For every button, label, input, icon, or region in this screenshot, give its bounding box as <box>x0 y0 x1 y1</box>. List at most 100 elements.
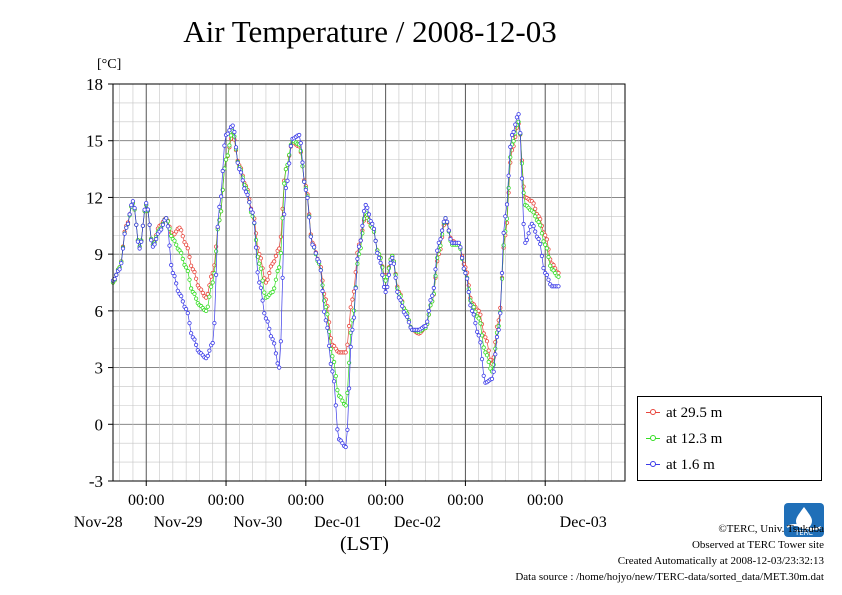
data-point <box>543 233 548 238</box>
data-point <box>214 249 219 254</box>
data-point <box>184 242 189 247</box>
data-point <box>205 304 210 309</box>
data-point <box>127 212 132 217</box>
data-point <box>278 339 283 344</box>
data-point <box>493 352 498 357</box>
data-point <box>273 351 278 356</box>
data-point <box>390 255 395 260</box>
data-point <box>471 312 476 317</box>
data-point <box>285 178 290 183</box>
data-point <box>378 260 383 265</box>
data-point <box>209 284 214 289</box>
data-point <box>393 275 398 280</box>
data-point <box>476 333 481 338</box>
data-point <box>172 238 177 243</box>
credit-source: Data source : /home/hojyo/new/TERC-data/… <box>515 571 824 583</box>
data-point <box>386 272 391 277</box>
data-point <box>353 286 358 291</box>
data-point <box>405 314 410 319</box>
data-point <box>159 227 164 232</box>
data-point <box>325 325 330 330</box>
data-point <box>519 161 525 166</box>
data-point <box>321 309 327 314</box>
data-point <box>160 222 165 227</box>
data-point <box>223 157 229 162</box>
data-point <box>508 144 513 149</box>
data-point <box>217 204 222 209</box>
data-point <box>270 289 275 295</box>
x-tick-time-label: 00:00 <box>128 492 164 509</box>
data-point <box>536 236 541 242</box>
data-point <box>430 293 435 298</box>
data-point <box>192 337 197 342</box>
data-point <box>381 284 387 290</box>
data-point <box>503 214 508 219</box>
data-point <box>263 316 268 321</box>
data-point <box>288 143 293 149</box>
data-point <box>435 248 440 253</box>
data-point <box>300 160 305 165</box>
series-29m <box>110 121 561 366</box>
data-point <box>235 160 240 165</box>
data-point <box>210 340 215 346</box>
data-point <box>320 283 325 288</box>
data-point <box>471 304 476 310</box>
data-point <box>273 253 278 259</box>
data-point <box>350 297 355 302</box>
data-point <box>237 167 242 172</box>
data-point <box>297 132 302 138</box>
data-point <box>298 141 303 146</box>
data-point <box>385 284 390 290</box>
data-point <box>428 298 433 303</box>
data-point <box>518 131 523 136</box>
data-point <box>325 312 330 317</box>
data-point <box>204 308 209 313</box>
data-point <box>348 344 353 349</box>
data-point <box>122 231 127 236</box>
data-point <box>220 168 225 174</box>
data-point <box>546 254 551 260</box>
data-point <box>330 369 335 374</box>
data-point <box>498 311 503 316</box>
data-point <box>441 219 446 224</box>
data-point <box>365 205 370 210</box>
data-point <box>199 287 204 292</box>
data-point <box>112 276 117 281</box>
data-point <box>456 240 461 245</box>
data-point <box>262 311 267 316</box>
data-point <box>543 242 548 247</box>
data-point <box>194 342 199 347</box>
data-point <box>501 243 506 248</box>
data-point <box>425 319 430 324</box>
data-point <box>262 290 267 295</box>
data-point <box>478 340 483 345</box>
data-point <box>484 339 490 344</box>
data-point <box>511 129 516 135</box>
data-point <box>313 251 318 256</box>
data-point <box>544 246 550 251</box>
data-point <box>338 395 343 400</box>
data-point <box>433 273 438 278</box>
data-point <box>212 320 217 326</box>
data-point <box>355 256 360 261</box>
data-point <box>185 268 190 274</box>
data-point <box>250 214 255 219</box>
data-point <box>194 296 199 301</box>
data-point <box>483 335 488 340</box>
data-point <box>340 398 345 403</box>
data-point <box>179 228 184 233</box>
data-point <box>130 199 135 204</box>
data-point <box>205 353 210 358</box>
data-point <box>513 122 518 127</box>
data-point <box>556 284 561 289</box>
data-point <box>318 268 323 273</box>
data-point <box>265 277 270 282</box>
data-point <box>268 334 273 339</box>
data-point <box>137 246 142 251</box>
data-point <box>398 297 403 303</box>
data-point <box>227 143 232 148</box>
x-tick-day-label: Nov-29 <box>154 514 203 531</box>
data-point <box>307 215 312 220</box>
data-point <box>247 200 252 205</box>
credit-site: Observed at TERC Tower site <box>691 539 824 551</box>
